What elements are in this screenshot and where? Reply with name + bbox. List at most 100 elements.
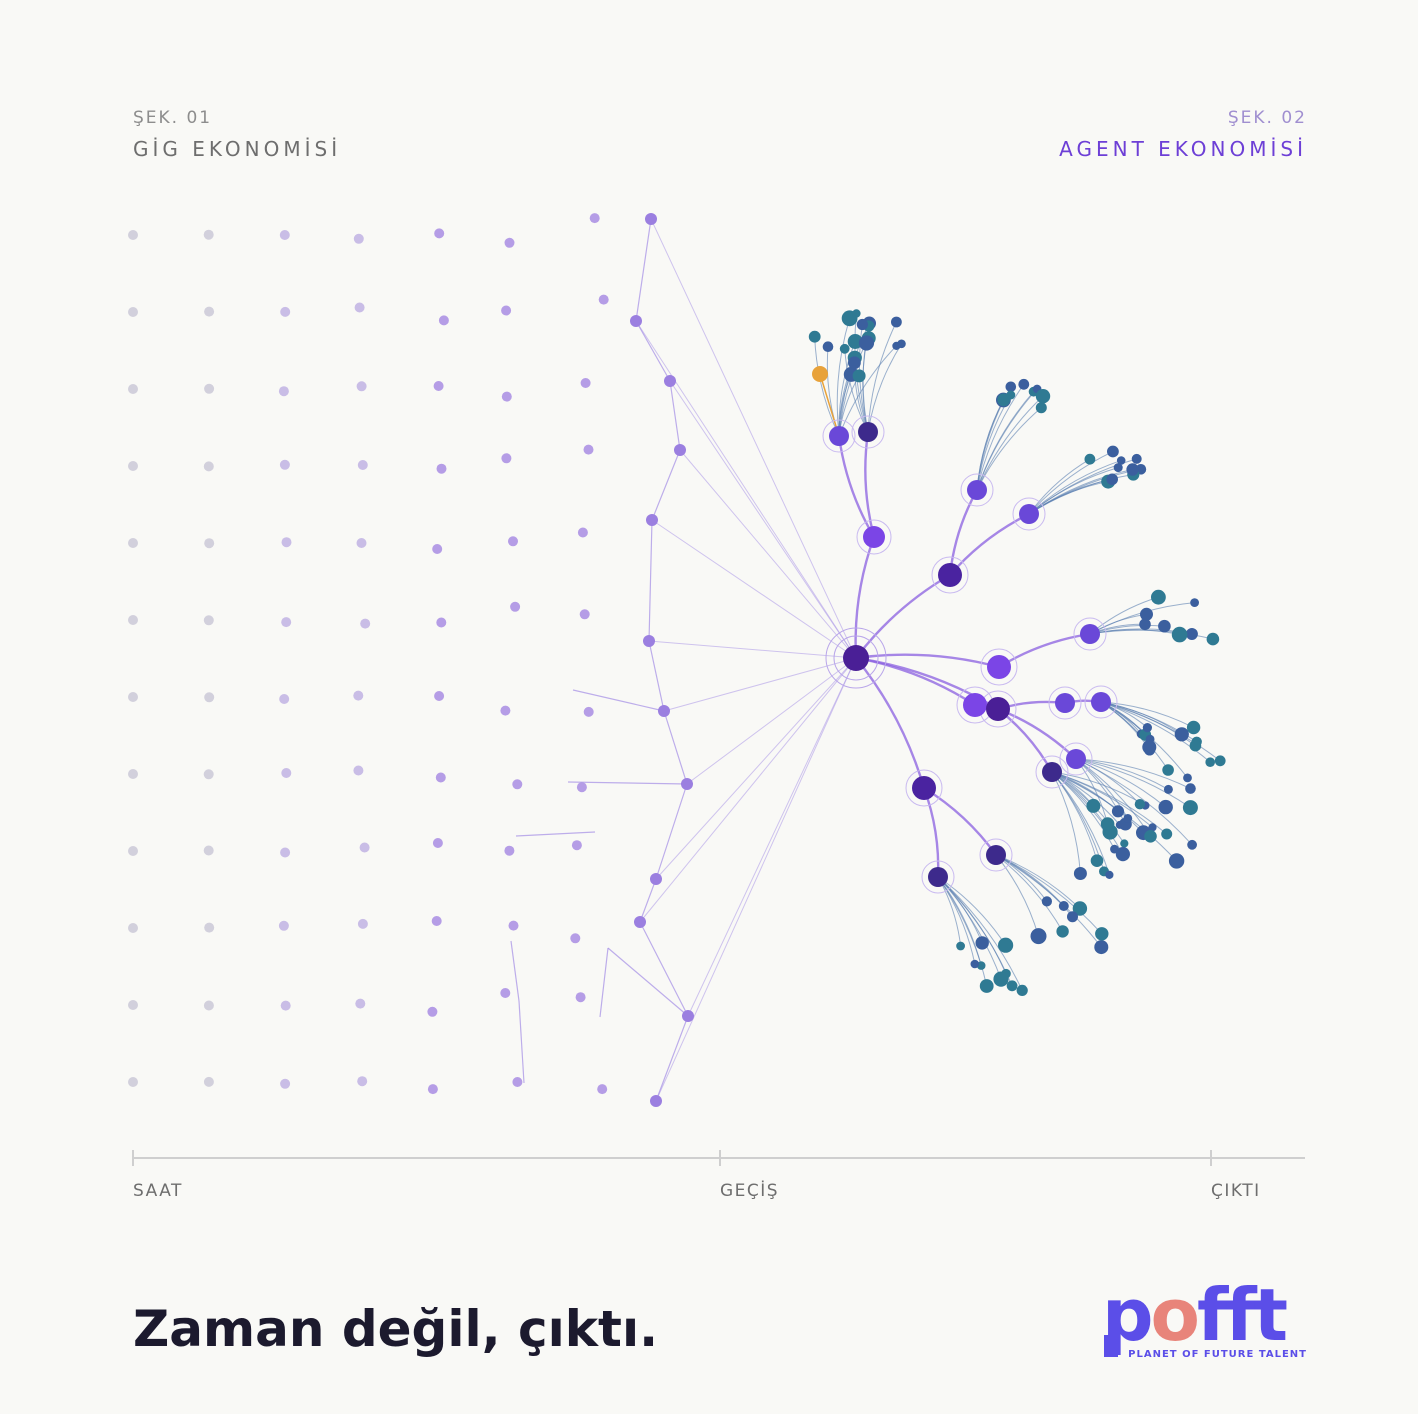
link [1051, 771, 1110, 876]
gig-dot [435, 772, 446, 783]
link [995, 854, 1081, 909]
gig-dot [356, 381, 367, 392]
gig-dot [500, 705, 511, 716]
link [663, 710, 688, 785]
gig-dot [583, 444, 594, 455]
gig-dot [128, 769, 138, 779]
transition-node [646, 514, 658, 526]
link [515, 831, 596, 837]
link [687, 657, 857, 1017]
gig-dot [281, 617, 292, 628]
gig-dot [575, 992, 586, 1003]
gig-dot [510, 601, 521, 612]
gig-dot [128, 1077, 138, 1087]
leaf-node [1142, 740, 1157, 755]
gig-dot [432, 838, 443, 848]
leaf-node [1190, 598, 1199, 607]
agent-node [1091, 692, 1111, 712]
agent-node [987, 655, 1011, 679]
gig-dot [281, 768, 292, 778]
gig-dot [280, 847, 291, 858]
transition-node [643, 635, 655, 647]
link [599, 947, 609, 1018]
link [867, 321, 897, 433]
link [639, 921, 689, 1017]
leaf-node [1185, 783, 1196, 794]
link [1075, 758, 1191, 790]
leaf-node [993, 971, 1009, 987]
gig-dot [598, 294, 609, 305]
gig-dot [571, 840, 582, 851]
link [976, 395, 1044, 491]
gig-dot [432, 544, 443, 554]
link [635, 320, 671, 382]
leaf-node [1086, 798, 1101, 813]
leaf-node [1084, 453, 1096, 465]
gig-dot [204, 922, 215, 933]
link [937, 876, 1002, 980]
gig-dot [128, 384, 138, 394]
transition-node [664, 375, 676, 387]
halo [822, 419, 856, 453]
leaf-node [891, 316, 902, 328]
leaf-node [852, 369, 866, 383]
gig-dot [279, 459, 290, 470]
transition-node [650, 873, 662, 885]
gig-dot [281, 537, 292, 548]
link [864, 431, 876, 538]
link [854, 536, 876, 659]
link [976, 388, 1038, 491]
link [814, 336, 840, 437]
link [1028, 451, 1114, 515]
leaf-node [1106, 473, 1118, 486]
leaf-node [1105, 870, 1114, 880]
link [655, 657, 857, 1102]
gig-dot [438, 315, 449, 326]
gig-dot [353, 233, 364, 244]
leaf-node [1030, 928, 1047, 945]
leaf-node [1214, 755, 1226, 767]
gig-dot [128, 615, 138, 625]
leaf-node [1174, 727, 1189, 742]
highlight-node [812, 366, 828, 382]
fig-label: ŞEK. 02 [1228, 108, 1307, 128]
leaf-node [1185, 628, 1198, 640]
gig-dot [504, 845, 515, 856]
link [663, 657, 857, 712]
halo [980, 648, 1018, 686]
link [855, 653, 1000, 669]
leaf-node [1162, 764, 1174, 776]
timeline-label: ÇIKTI [1211, 1181, 1261, 1201]
link [855, 657, 926, 789]
gig-dot [279, 230, 290, 240]
gig-dot [278, 920, 289, 931]
leaf-node [1113, 463, 1123, 473]
gig-dot [204, 538, 215, 549]
agent-node [986, 845, 1006, 865]
agent-node [912, 776, 936, 800]
link [669, 380, 857, 659]
leaf-node [1073, 867, 1087, 880]
gig-dot [357, 918, 368, 929]
leaf-node [1041, 896, 1052, 907]
gig-dot [128, 230, 138, 240]
leaf-node [1158, 619, 1171, 633]
gig-dot [128, 307, 138, 317]
halo [1012, 497, 1046, 531]
link [655, 657, 857, 880]
agent-node [1055, 693, 1075, 713]
gig-dot [576, 782, 587, 793]
link [639, 657, 857, 923]
agent-node [1080, 624, 1100, 644]
link [648, 640, 857, 659]
transition-node [682, 1010, 694, 1022]
gig-dot [203, 229, 214, 240]
link [1089, 629, 1213, 640]
gig-dot [512, 1077, 523, 1087]
gig-dot [354, 302, 365, 313]
agent-node [858, 422, 878, 442]
leaf-node [822, 341, 834, 353]
link [639, 878, 657, 923]
leaf-node [897, 339, 906, 349]
leaf-node [1163, 784, 1173, 794]
